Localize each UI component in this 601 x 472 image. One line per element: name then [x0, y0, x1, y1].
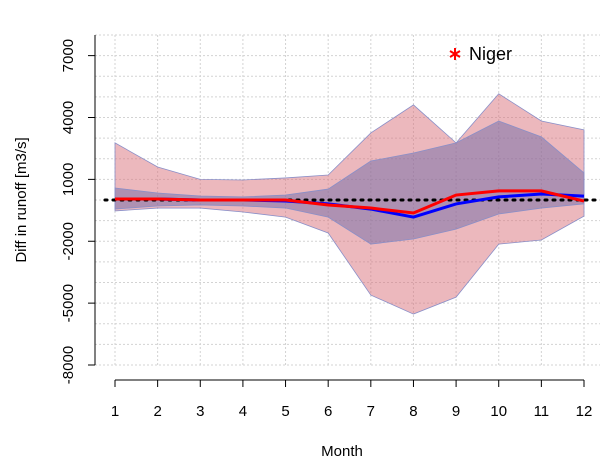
x-tick-label: 11 [534, 403, 550, 420]
y-tick-label: -5000 [60, 284, 77, 322]
y-axis-label: Diff in runoff [m3/s] [13, 137, 30, 262]
y-tick-label: 4000 [60, 101, 77, 134]
x-tick-label: 7 [367, 403, 375, 420]
x-tick-label: 5 [281, 403, 289, 420]
y-tick-label: -2000 [60, 222, 77, 260]
x-tick-label: 4 [239, 403, 247, 420]
x-tick-label: 12 [576, 403, 593, 420]
x-tick-label: 3 [196, 403, 204, 420]
band [114, 120, 585, 245]
x-tick-label: 9 [452, 403, 460, 420]
x-tick-label: 2 [153, 403, 161, 420]
x-tick-label: 10 [490, 403, 507, 420]
y-tick-label: 7000 [60, 39, 77, 72]
legend-symbol [449, 50, 461, 58]
x-tick-label: 6 [324, 403, 332, 420]
y-tick-label: 1000 [60, 163, 77, 196]
x-tick-label: 1 [111, 403, 119, 420]
legend-label: Niger [469, 44, 512, 64]
x-tick-label: 8 [409, 403, 417, 420]
y-tick-label: -8000 [60, 346, 77, 384]
x-axis-label: Month [321, 443, 363, 460]
line [115, 189, 585, 215]
